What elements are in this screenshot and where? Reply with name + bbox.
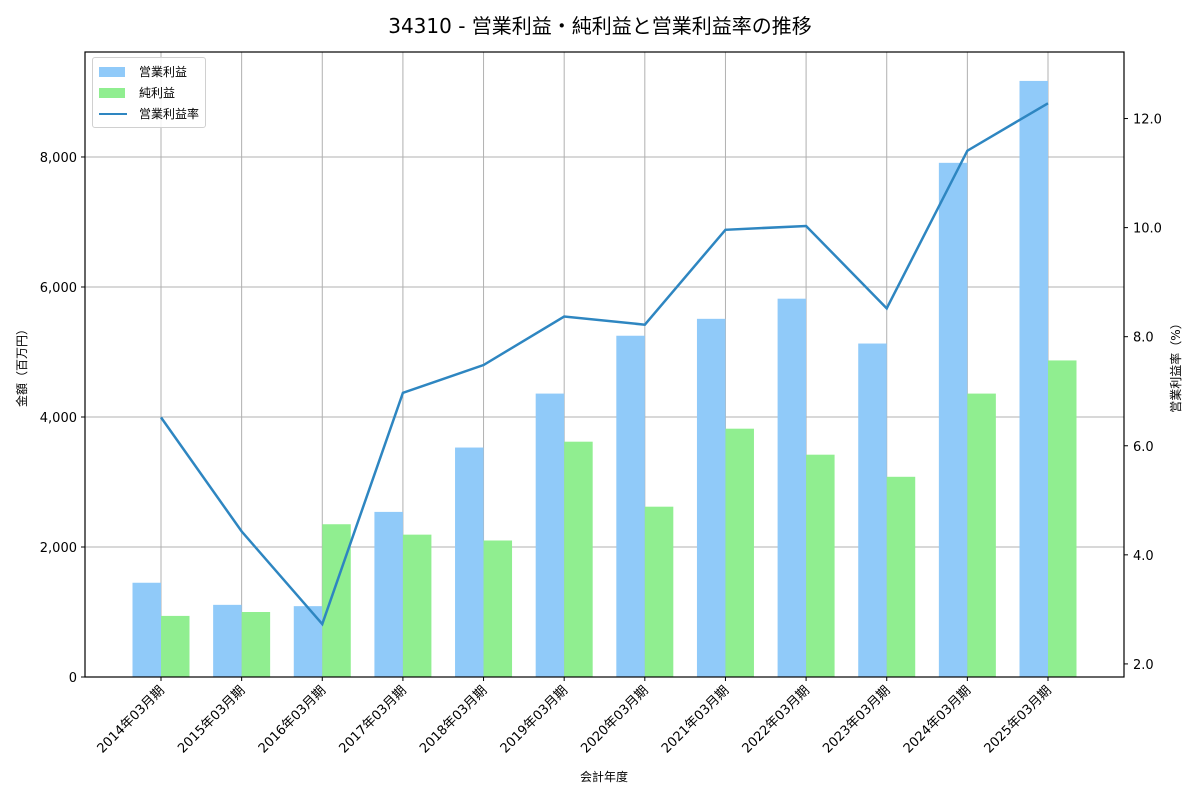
legend-item-operating-profit: 営業利益: [99, 61, 199, 82]
right-y-tick-label: 12.0: [1133, 113, 1162, 128]
left-y-axis-label: 金額（百万円）: [14, 323, 29, 407]
right-y-tick-label: 2.0: [1133, 658, 1154, 673]
right-y-tick-label: 8.0: [1133, 331, 1154, 346]
plot-frame: [84, 51, 1125, 678]
bar-operating-profit: [293, 606, 323, 677]
bar-net-profit: [402, 534, 432, 677]
legend-label: 純利益: [139, 86, 176, 100]
bar-operating-profit: [132, 582, 161, 677]
bar-series: [132, 80, 1077, 678]
bar-operating-profit: [858, 343, 887, 677]
bar-net-profit: [725, 428, 754, 677]
left-y-tick-label: 0: [69, 671, 77, 686]
legend-label: 営業利益率: [139, 107, 200, 121]
legend-swatch-operating-profit: [99, 66, 125, 77]
x-tick-label: 2015年03月期: [175, 683, 248, 756]
right-y-axis: 2.0 4.0 6.0 8.0 10.0 12.0: [1124, 113, 1162, 673]
x-tick-label: 2021年03月期: [659, 683, 732, 756]
line-series: [159, 102, 1049, 627]
bar-net-profit: [644, 506, 674, 677]
bar-operating-profit: [696, 318, 726, 677]
x-tick-label: 2019年03月期: [498, 683, 571, 756]
left-y-tick-label: 2,000: [40, 541, 77, 556]
right-y-tick-label: 6.0: [1133, 440, 1154, 455]
legend-line-operating-margin: [99, 113, 127, 115]
line-operating-margin: [159, 102, 1049, 627]
x-tick-label: 2020年03月期: [578, 683, 651, 756]
right-y-tick-label: 10.0: [1133, 222, 1162, 237]
x-tick-label: 2022年03月期: [740, 683, 813, 756]
bar-net-profit: [322, 524, 351, 677]
bar-operating-profit: [777, 298, 807, 677]
x-tick-label: 2018年03月期: [417, 683, 490, 756]
bar-operating-profit: [938, 162, 968, 677]
left-y-tick-label: 6,000: [40, 281, 77, 296]
bar-operating-profit: [616, 335, 645, 677]
left-y-axis: 0 2,000 4,000 6,000 8,000: [40, 151, 85, 686]
bar-net-profit: [483, 540, 513, 677]
legend-swatch-net-profit: [99, 87, 125, 98]
bar-net-profit: [161, 615, 190, 677]
right-y-axis-label: 営業利益率（%）: [1168, 317, 1183, 412]
bar-operating-profit: [455, 447, 484, 677]
x-axis-label: 会計年度: [580, 769, 628, 784]
x-tick-label: 2024年03月期: [901, 683, 974, 756]
x-tick-label: 2017年03月期: [336, 683, 409, 756]
legend-item-net-profit: 純利益: [99, 82, 199, 103]
left-y-tick-label: 8,000: [40, 151, 77, 166]
legend-item-operating-margin: 営業利益率: [99, 103, 199, 124]
legend-label: 営業利益: [139, 65, 188, 79]
bar-operating-profit: [213, 604, 242, 677]
x-tick-label: 2014年03月期: [95, 683, 168, 756]
x-tick-label: 2025年03月期: [982, 683, 1055, 756]
bar-net-profit: [564, 441, 593, 677]
bar-net-profit: [1048, 360, 1077, 677]
legend: 営業利益 純利益 営業利益率: [92, 57, 207, 128]
bar-net-profit: [886, 476, 916, 677]
x-tick-label: 2023年03月期: [820, 683, 893, 756]
bar-net-profit: [806, 454, 835, 677]
chart-title: 34310 - 営業利益・純利益と営業利益率の推移: [388, 14, 812, 38]
x-axis: 2014年03月期 2015年03月期 2016年03月期 2017年03月期 2018…: [95, 677, 1055, 757]
bar-operating-profit: [1019, 80, 1048, 678]
bar-operating-profit: [374, 511, 403, 677]
bar-operating-profit: [535, 393, 565, 677]
bar-net-profit: [967, 393, 996, 677]
x-tick-label: 2016年03月期: [256, 683, 329, 756]
right-y-tick-label: 4.0: [1133, 549, 1154, 564]
bar-net-profit: [241, 611, 271, 677]
left-y-tick-label: 4,000: [40, 411, 77, 426]
